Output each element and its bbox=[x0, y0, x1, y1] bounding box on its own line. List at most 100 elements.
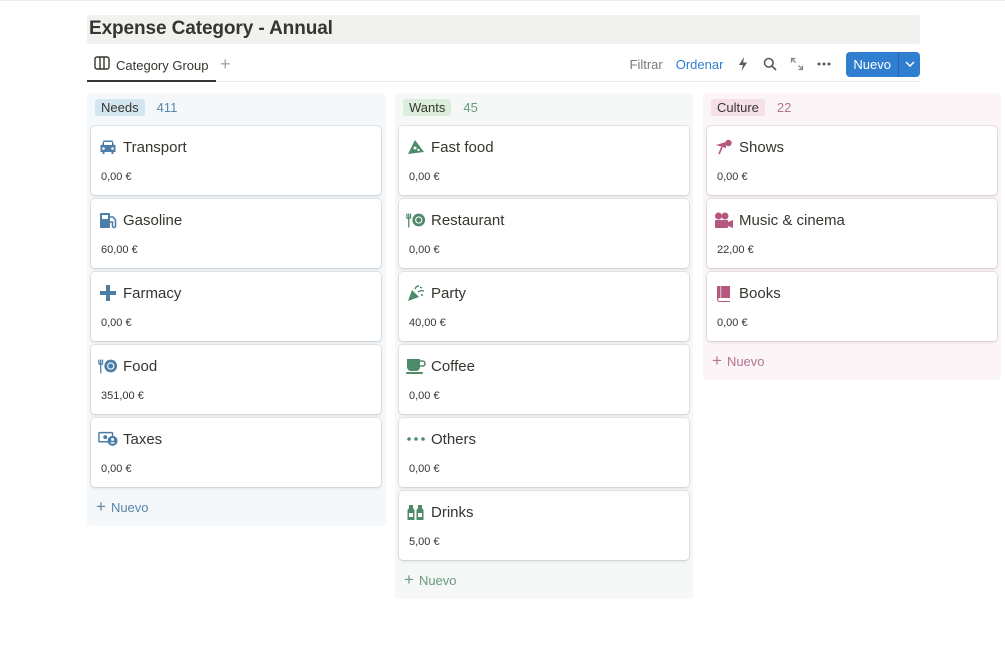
bottles-icon bbox=[406, 502, 426, 522]
expand-icon[interactable] bbox=[790, 57, 804, 71]
card-name: Taxes bbox=[123, 430, 163, 448]
card-amount: 40,00 € bbox=[409, 317, 446, 329]
card-title: Transport bbox=[98, 137, 187, 157]
card-amount: 0,00 € bbox=[717, 171, 748, 183]
card-amount: 0,00 € bbox=[101, 171, 132, 183]
card-shows[interactable]: Shows 0,00 € bbox=[707, 126, 997, 195]
car-icon bbox=[98, 137, 118, 157]
new-button[interactable]: Nuevo bbox=[846, 51, 920, 77]
chevron-down-icon[interactable] bbox=[899, 52, 920, 77]
card-name: Farmacy bbox=[123, 284, 182, 302]
filter-button[interactable]: Filtrar bbox=[629, 56, 663, 72]
card-name: Food bbox=[123, 357, 158, 375]
card-amount: 0,00 € bbox=[409, 171, 440, 183]
group-tag: Wants bbox=[403, 99, 452, 116]
card-name: Transport bbox=[123, 138, 187, 156]
card-others[interactable]: Others 0,00 € bbox=[399, 418, 689, 487]
card-amount: 351,00 € bbox=[101, 390, 144, 402]
top-border bbox=[0, 0, 1005, 1]
card-food[interactable]: Food 351,00 € bbox=[91, 345, 381, 414]
more-dots-icon bbox=[406, 429, 426, 449]
card-amount: 60,00 € bbox=[101, 244, 138, 256]
add-card-button[interactable]: + Nuevo bbox=[96, 497, 149, 516]
column-header[interactable]: Culture 22 bbox=[711, 99, 791, 116]
card-name: Books bbox=[739, 284, 781, 302]
view-tabs-bar: Category Group + Filtrar Ordenar Nuevo bbox=[87, 50, 920, 82]
card-title: Music & cinema bbox=[714, 210, 845, 230]
sort-button[interactable]: Ordenar bbox=[675, 56, 724, 72]
card-title: Farmacy bbox=[98, 283, 181, 303]
card-title: Books bbox=[714, 283, 781, 303]
more-icon[interactable] bbox=[817, 57, 831, 71]
card-transport[interactable]: Transport 0,00 € bbox=[91, 126, 381, 195]
page-title-container[interactable]: Expense Category - Annual bbox=[87, 15, 920, 44]
lightning-icon[interactable] bbox=[736, 57, 750, 71]
toolbar: Filtrar Ordenar Nuevo bbox=[629, 51, 920, 77]
group-count: 22 bbox=[776, 100, 792, 115]
card-amount: 0,00 € bbox=[101, 463, 132, 475]
card-name: Others bbox=[431, 430, 477, 448]
group-count: 411 bbox=[156, 100, 178, 115]
card-title: Fast food bbox=[406, 137, 494, 157]
card-restaurant[interactable]: Restaurant 0,00 € bbox=[399, 199, 689, 268]
card-amount: 0,00 € bbox=[409, 390, 440, 402]
card-name: Fast food bbox=[431, 138, 494, 156]
card-farmacy[interactable]: Farmacy 0,00 € bbox=[91, 272, 381, 341]
book-icon bbox=[714, 283, 734, 303]
card-title: Others bbox=[406, 429, 476, 449]
card-title: Coffee bbox=[406, 356, 475, 376]
card-drinks[interactable]: Drinks 5,00 € bbox=[399, 491, 689, 560]
film-camera-icon bbox=[714, 210, 734, 230]
group-count: 45 bbox=[463, 100, 478, 115]
card-music-cinema[interactable]: Music & cinema 22,00 € bbox=[707, 199, 997, 268]
card-title: Drinks bbox=[406, 502, 474, 522]
card-name: Music & cinema bbox=[739, 211, 845, 229]
card-title: Gasoline bbox=[98, 210, 182, 230]
card-name: Drinks bbox=[431, 503, 474, 521]
tab-category-group[interactable]: Category Group bbox=[87, 50, 216, 82]
card-name: Gasoline bbox=[123, 211, 183, 229]
add-card-button[interactable]: + Nuevo bbox=[712, 351, 765, 370]
gas-pump-icon bbox=[98, 210, 118, 230]
card-amount: 0,00 € bbox=[409, 463, 440, 475]
add-view-button[interactable]: + bbox=[220, 54, 231, 74]
plus-icon: + bbox=[96, 497, 106, 516]
plus-icon: + bbox=[404, 570, 414, 589]
add-card-label: Nuevo bbox=[110, 499, 149, 515]
group-tag: Needs bbox=[95, 99, 145, 116]
column-wants: Wants 45 Fast food 0,00 € Restaurant 0,0… bbox=[395, 93, 693, 599]
money-person-icon bbox=[98, 429, 118, 449]
column-header[interactable]: Wants 45 bbox=[403, 99, 478, 116]
column-header[interactable]: Needs 411 bbox=[95, 99, 177, 116]
card-gasoline[interactable]: Gasoline 60,00 € bbox=[91, 199, 381, 268]
card-fast-food[interactable]: Fast food 0,00 € bbox=[399, 126, 689, 195]
card-name: Shows bbox=[739, 138, 785, 156]
add-card-button[interactable]: + Nuevo bbox=[404, 570, 457, 589]
card-name: Coffee bbox=[431, 357, 475, 375]
plus-icon: + bbox=[712, 351, 722, 370]
search-icon[interactable] bbox=[763, 57, 777, 71]
coffee-cup-icon bbox=[406, 356, 426, 376]
column-needs: Needs 411 Transport 0,00 € Gasoline 60,0… bbox=[87, 93, 386, 526]
card-name: Restaurant bbox=[431, 211, 505, 229]
card-books[interactable]: Books 0,00 € bbox=[707, 272, 997, 341]
medical-cross-icon bbox=[98, 283, 118, 303]
column-culture: Culture 22 Shows 0,00 € Music & cinema 2… bbox=[703, 93, 1001, 380]
card-amount: 0,00 € bbox=[717, 317, 748, 329]
card-amount: 0,00 € bbox=[409, 244, 440, 256]
card-amount: 0,00 € bbox=[101, 317, 132, 329]
add-card-label: Nuevo bbox=[418, 572, 457, 588]
card-coffee[interactable]: Coffee 0,00 € bbox=[399, 345, 689, 414]
tab-label: Category Group bbox=[116, 57, 209, 73]
page-title[interactable]: Expense Category - Annual bbox=[89, 18, 333, 39]
group-tag: Culture bbox=[711, 99, 765, 116]
card-title: Shows bbox=[714, 137, 784, 157]
add-card-label: Nuevo bbox=[726, 353, 765, 369]
card-title: Restaurant bbox=[406, 210, 504, 230]
spotlight-icon bbox=[714, 137, 734, 157]
plate-utensils-icon bbox=[98, 356, 118, 376]
card-party[interactable]: Party 40,00 € bbox=[399, 272, 689, 341]
card-taxes[interactable]: Taxes 0,00 € bbox=[91, 418, 381, 487]
card-amount: 22,00 € bbox=[717, 244, 754, 256]
new-button-label[interactable]: Nuevo bbox=[846, 51, 899, 77]
